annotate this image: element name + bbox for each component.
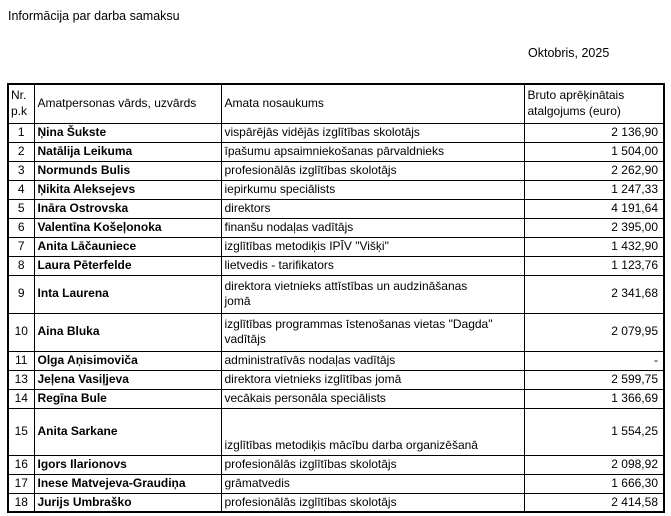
cell-position: iepirkumu speciālists: [220, 179, 525, 200]
cell-amount: 4 191,64: [523, 198, 665, 219]
report-period: Oktobris, 2025: [528, 46, 610, 60]
cell-nr: 8: [7, 255, 35, 276]
cell-position: profesionālās izglītības skolotājs: [220, 160, 525, 181]
cell-position: profesionālās izglītības skolotājs: [220, 492, 525, 513]
table-row: 5 Ināra Ostrovska direktors 4 191,64: [7, 198, 665, 219]
cell-name: Natālija Leikuma: [33, 141, 222, 162]
cell-position: izglītības metodiķis IPĪV "Višķi": [220, 236, 525, 257]
cell-name: Inta Laurena: [33, 274, 222, 314]
table-row: 3 Normunds Bulis profesionālās izglītība…: [7, 160, 665, 181]
cell-nr: 15: [7, 407, 35, 456]
table-row: 16 Igors Ilarionovs profesionālās izglīt…: [7, 454, 665, 475]
cell-amount: 1 247,33: [523, 179, 665, 200]
header-nr: Nr. p.k: [7, 83, 35, 124]
cell-position: direktora vietnieks attīstības un audzin…: [220, 274, 525, 314]
table-row: 7 Anita Lāčauniece izglītības metodiķis …: [7, 236, 665, 257]
cell-amount: 1 432,90: [523, 236, 665, 257]
table-row: 17 Inese Matvejeva-Graudiņa grāmatvedis …: [7, 473, 665, 494]
cell-position: izglītības programmas īstenošanas vietas…: [220, 312, 525, 352]
cell-position: grāmatvedis: [220, 473, 525, 494]
salary-table: Nr. p.k Amatpersonas vārds, uzvārds Amat…: [7, 83, 665, 513]
cell-nr: 3: [7, 160, 35, 181]
header-row: Nr. p.k Amatpersonas vārds, uzvārds Amat…: [7, 83, 665, 124]
header-position: Amata nosaukums: [220, 83, 525, 124]
table-row: 9 Inta Laurena direktora vietnieks attīs…: [7, 274, 665, 314]
cell-nr: 18: [7, 492, 35, 513]
table-row: 18 Jurijs Umbraško profesionālās izglītī…: [7, 492, 665, 513]
cell-nr: 9: [7, 274, 35, 314]
cell-position: direktora vietnieks izglītības jomā: [220, 369, 525, 390]
table-row: 1 Ņina Šukste vispārējās vidējās izglītī…: [7, 122, 665, 143]
cell-name: Igors Ilarionovs: [33, 454, 222, 475]
table-row: 4 Ņikita Aleksejevs iepirkumu speciālist…: [7, 179, 665, 200]
cell-name: Ņikita Aleksejevs: [33, 179, 222, 200]
cell-position: izglītības metodiķis mācību darba organi…: [220, 407, 525, 456]
cell-nr: 6: [7, 217, 35, 238]
cell-name: Laura Pēterfelde: [33, 255, 222, 276]
cell-position: profesionālās izglītības skolotājs: [220, 454, 525, 475]
cell-nr: 1: [7, 122, 35, 143]
cell-name: Inese Matvejeva-Graudiņa: [33, 473, 222, 494]
cell-amount: 1 123,76: [523, 255, 665, 276]
cell-amount: 2 395,00: [523, 217, 665, 238]
cell-amount: 1 504,00: [523, 141, 665, 162]
cell-amount: 1 366,69: [523, 388, 665, 409]
header-amount: Bruto aprēķinātais atalgojums (euro): [523, 83, 665, 124]
cell-amount: 2 414,58: [523, 492, 665, 513]
cell-amount: 1 666,30: [523, 473, 665, 494]
cell-position: vecākais personāla speciālists: [220, 388, 525, 409]
table-row: 14 Regīna Bule vecākais personāla speciā…: [7, 388, 665, 409]
cell-nr: 7: [7, 236, 35, 257]
table-row: 10 Aina Bluka izglītības programmas īste…: [7, 312, 665, 352]
cell-name: Jeļena Vasiļjeva: [33, 369, 222, 390]
table-row: 2 Natālija Leikuma īpašumu apsaimniekoša…: [7, 141, 665, 162]
cell-nr: 14: [7, 388, 35, 409]
table-row: 11 Olga Aņisimoviča administratīvās noda…: [7, 350, 665, 371]
cell-amount: 2 262,90: [523, 160, 665, 181]
cell-nr: 13: [7, 369, 35, 390]
cell-amount: 1 554,25: [523, 407, 665, 456]
cell-position: īpašumu apsaimniekošanas pārvaldnieks: [220, 141, 525, 162]
page-title: Informācija par darba samaksu: [8, 9, 180, 23]
cell-nr: 5: [7, 198, 35, 219]
cell-position: finanšu nodaļas vadītājs: [220, 217, 525, 238]
cell-position: administratīvās nodaļas vadītājs: [220, 350, 525, 371]
cell-nr: 10: [7, 312, 35, 352]
cell-name: Anita Sarkane: [33, 407, 222, 456]
cell-nr: 11: [7, 350, 35, 371]
table-row: 13 Jeļena Vasiļjeva direktora vietnieks …: [7, 369, 665, 390]
cell-name: Jurijs Umbraško: [33, 492, 222, 513]
cell-amount: 2 079,95: [523, 312, 665, 352]
cell-amount: 2 599,75: [523, 369, 665, 390]
cell-nr: 4: [7, 179, 35, 200]
cell-nr: 2: [7, 141, 35, 162]
cell-name: Ņina Šukste: [33, 122, 222, 143]
cell-position: vispārējās vidējās izglītības skolotājs: [220, 122, 525, 143]
table-row: 15 Anita Sarkane izglītības metodiķis mā…: [7, 407, 665, 456]
cell-position: lietvedis - tarifikators: [220, 255, 525, 276]
table-row: 6 Valentīna Košeļonoka finanšu nodaļas v…: [7, 217, 665, 238]
cell-name: Regīna Bule: [33, 388, 222, 409]
table-body: 1 Ņina Šukste vispārējās vidējās izglītī…: [7, 122, 665, 513]
cell-amount: -: [523, 350, 665, 371]
cell-name: Anita Lāčauniece: [33, 236, 222, 257]
cell-amount: 2 136,90: [523, 122, 665, 143]
cell-position: direktors: [220, 198, 525, 219]
cell-amount: 2 341,68: [523, 274, 665, 314]
cell-name: Aina Bluka: [33, 312, 222, 352]
cell-name: Olga Aņisimoviča: [33, 350, 222, 371]
cell-nr: 17: [7, 473, 35, 494]
cell-amount: 2 098,92: [523, 454, 665, 475]
cell-nr: 16: [7, 454, 35, 475]
cell-name: Valentīna Košeļonoka: [33, 217, 222, 238]
table-row: 8 Laura Pēterfelde lietvedis - tarifikat…: [7, 255, 665, 276]
cell-name: Ināra Ostrovska: [33, 198, 222, 219]
header-name: Amatpersonas vārds, uzvārds: [33, 83, 222, 124]
cell-name: Normunds Bulis: [33, 160, 222, 181]
